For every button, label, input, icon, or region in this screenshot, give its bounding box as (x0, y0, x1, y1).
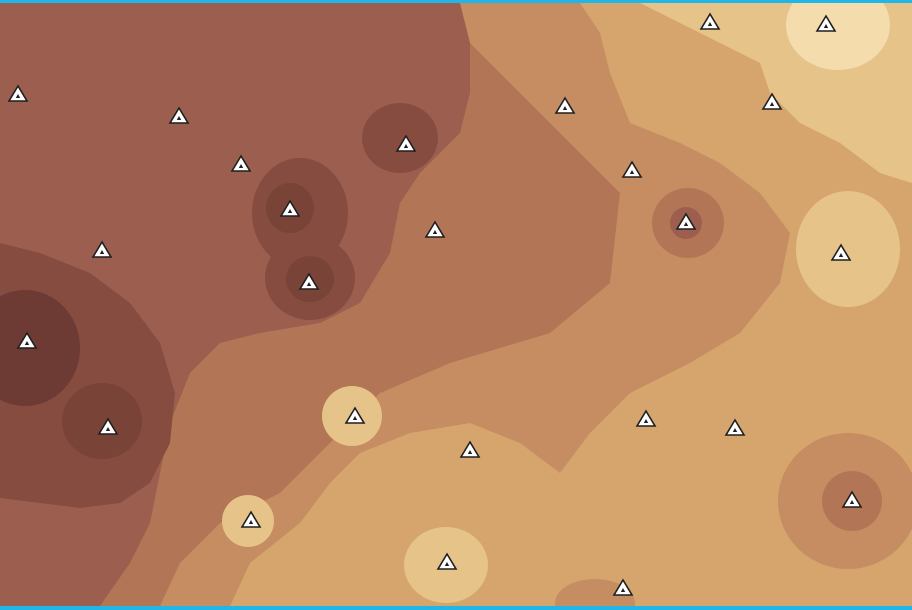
triangle-station-icon[interactable] (761, 92, 783, 110)
station-marker-outline (240, 510, 262, 528)
station-marker-center (683, 222, 689, 226)
station-marker-center (99, 250, 105, 254)
triangle-station-icon[interactable] (699, 12, 721, 30)
triangle-station-icon[interactable] (724, 418, 746, 436)
triangle-station-icon[interactable] (91, 240, 113, 258)
station-marker-center (629, 170, 635, 174)
station-marker-outline (675, 212, 697, 230)
station-marker-outline (830, 243, 852, 261)
triangle-station-icon[interactable] (459, 440, 481, 458)
station-marker-center (444, 562, 450, 566)
station-marker-outline (91, 240, 113, 258)
station-marker-outline (635, 409, 657, 427)
station-marker-outline (815, 14, 837, 32)
station-marker-center (176, 116, 182, 120)
station-marker-outline (724, 418, 746, 436)
elevation-raster-layer (0, 3, 912, 606)
station-marker-center (432, 230, 438, 234)
triangle-station-icon[interactable] (612, 578, 634, 596)
triangle-station-icon[interactable] (424, 220, 446, 238)
station-marker-center (306, 282, 312, 286)
station-marker-outline (7, 84, 29, 102)
station-marker-outline (395, 134, 417, 152)
south-west-light-region (230, 423, 610, 606)
station-marker-outline (279, 199, 301, 217)
station-marker-center (769, 102, 775, 106)
triangle-station-icon[interactable] (230, 154, 252, 172)
station-marker-center (238, 164, 244, 168)
triangle-station-icon[interactable] (675, 212, 697, 230)
south-central-basin (555, 579, 635, 606)
station-marker-center (849, 500, 855, 504)
station-marker-center (105, 427, 111, 431)
stations-layer (7, 12, 863, 596)
triangle-station-icon[interactable] (830, 243, 852, 261)
station-marker-outline (436, 552, 458, 570)
triangle-station-icon[interactable] (168, 106, 190, 124)
station-marker-outline (621, 160, 643, 178)
west-deep-depression (0, 290, 80, 406)
station-marker-outline (230, 154, 252, 172)
station-marker-outline (612, 578, 634, 596)
east-hill (796, 191, 900, 307)
triangle-station-icon[interactable] (298, 272, 320, 290)
southwest-depression (62, 383, 142, 459)
triangle-station-icon[interactable] (395, 134, 417, 152)
station-marker-center (562, 106, 568, 110)
triangle-station-icon[interactable] (344, 406, 366, 424)
station-marker-center (838, 253, 844, 257)
station-marker-center (287, 209, 293, 213)
station-marker-center (467, 450, 473, 454)
station-marker-center (823, 24, 829, 28)
station-marker-outline (424, 220, 446, 238)
triangle-station-icon[interactable] (436, 552, 458, 570)
triangle-station-icon[interactable] (240, 510, 262, 528)
triangle-station-icon[interactable] (97, 417, 119, 435)
station-marker-outline (16, 331, 38, 349)
station-marker-center (352, 416, 358, 420)
station-marker-outline (459, 440, 481, 458)
station-marker-center (643, 419, 649, 423)
station-marker-outline (554, 96, 576, 114)
station-marker-center (620, 588, 626, 592)
station-marker-outline (168, 106, 190, 124)
triangle-station-icon[interactable] (279, 199, 301, 217)
station-marker-center (24, 341, 30, 345)
triangle-station-icon[interactable] (635, 409, 657, 427)
station-marker-center (248, 520, 254, 524)
window-bottom-border (0, 606, 912, 610)
north-central-depression (362, 103, 438, 173)
triangle-station-icon[interactable] (7, 84, 29, 102)
station-marker-outline (298, 272, 320, 290)
station-marker-center (707, 22, 713, 26)
station-marker-outline (841, 490, 863, 508)
window-top-border (0, 0, 912, 3)
north-east-hill (786, 3, 890, 70)
triangle-station-icon[interactable] (841, 490, 863, 508)
station-marker-outline (761, 92, 783, 110)
station-marker-outline (97, 417, 119, 435)
station-marker-center (15, 94, 21, 98)
station-marker-outline (344, 406, 366, 424)
map-canvas[interactable] (0, 3, 912, 606)
triangle-station-icon[interactable] (621, 160, 643, 178)
triangle-station-icon[interactable] (815, 14, 837, 32)
triangle-station-icon[interactable] (554, 96, 576, 114)
triangle-station-icon[interactable] (16, 331, 38, 349)
station-marker-outline (699, 12, 721, 30)
station-marker-center (732, 428, 738, 432)
elevation-map-svg[interactable] (0, 3, 912, 606)
station-marker-center (403, 144, 409, 148)
